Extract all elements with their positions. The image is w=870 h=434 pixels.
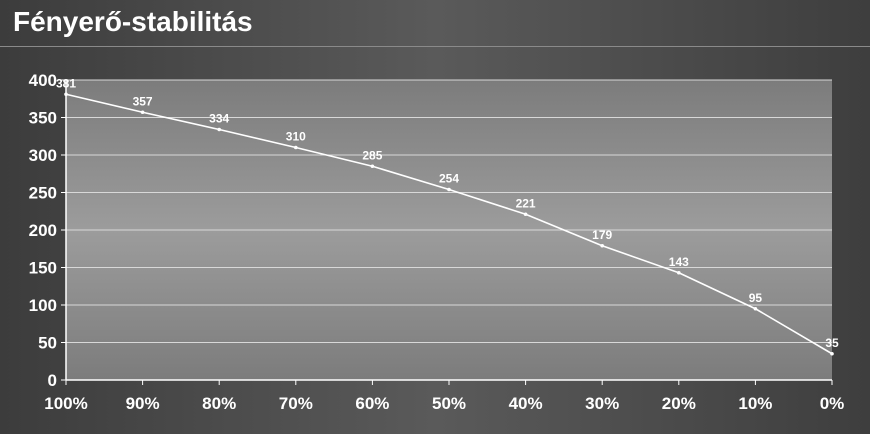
- y-tick-label: 400: [29, 71, 57, 90]
- data-label: 254: [439, 172, 459, 186]
- data-label: 35: [825, 336, 839, 350]
- x-tick-label: 10%: [738, 394, 772, 413]
- y-tick-label: 150: [29, 259, 57, 278]
- data-point: [677, 270, 681, 275]
- x-tick-label: 90%: [126, 394, 160, 413]
- data-label: 95: [749, 291, 763, 305]
- data-point: [217, 127, 221, 132]
- x-tick-label: 80%: [202, 394, 236, 413]
- x-tick-label: 0%: [820, 394, 845, 413]
- x-tick-label: 20%: [662, 394, 696, 413]
- y-tick-label: 50: [38, 334, 57, 353]
- title-bar: Fényerő-stabilitás: [0, 0, 870, 47]
- y-tick-label: 100: [29, 296, 57, 315]
- x-tick-label: 30%: [585, 394, 619, 413]
- x-tick-label: 40%: [509, 394, 543, 413]
- x-tick-label: 50%: [432, 394, 466, 413]
- gridlines: [66, 79, 832, 343]
- x-tick-label: 60%: [355, 394, 389, 413]
- data-point: [523, 212, 528, 217]
- data-label: 285: [362, 148, 382, 162]
- chart-title: Fényerő-stabilitás: [13, 6, 253, 37]
- y-tick-label: 0: [48, 371, 57, 390]
- data-point: [753, 306, 758, 311]
- data-label: 381: [56, 76, 76, 90]
- y-tick-label: 350: [29, 109, 57, 128]
- data-point: [64, 92, 68, 97]
- axes: 0 50 100 150 200 250 300 350 400 100% 90% 80% 70% 60%…: [29, 71, 845, 413]
- x-tick-label: 100%: [44, 394, 87, 413]
- data-label: 143: [669, 255, 689, 269]
- data-point: [830, 351, 834, 356]
- data-label: 179: [592, 228, 612, 242]
- x-tick-label: 70%: [279, 394, 313, 413]
- data-point: [600, 243, 604, 248]
- data-label: 221: [516, 196, 536, 210]
- data-point: [294, 145, 298, 150]
- data-point: [140, 110, 145, 115]
- series-layer: [64, 92, 834, 356]
- data-label: 310: [286, 130, 306, 144]
- y-tick-label: 300: [29, 146, 57, 165]
- data-labels: 381 357 334 310 285 254 221 179 143 95 35: [56, 76, 839, 350]
- data-point: [370, 164, 375, 169]
- y-tick-label: 250: [29, 184, 57, 203]
- data-point: [447, 187, 451, 192]
- y-tick-label: 200: [29, 221, 57, 240]
- data-label: 357: [133, 94, 153, 108]
- data-label: 334: [209, 112, 229, 126]
